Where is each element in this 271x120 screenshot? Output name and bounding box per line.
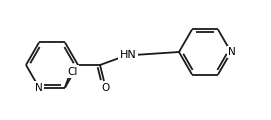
Text: N: N bbox=[35, 83, 43, 93]
Text: Cl: Cl bbox=[68, 66, 78, 77]
Text: HN: HN bbox=[120, 50, 136, 60]
Text: N: N bbox=[228, 47, 236, 57]
Text: O: O bbox=[101, 83, 109, 93]
